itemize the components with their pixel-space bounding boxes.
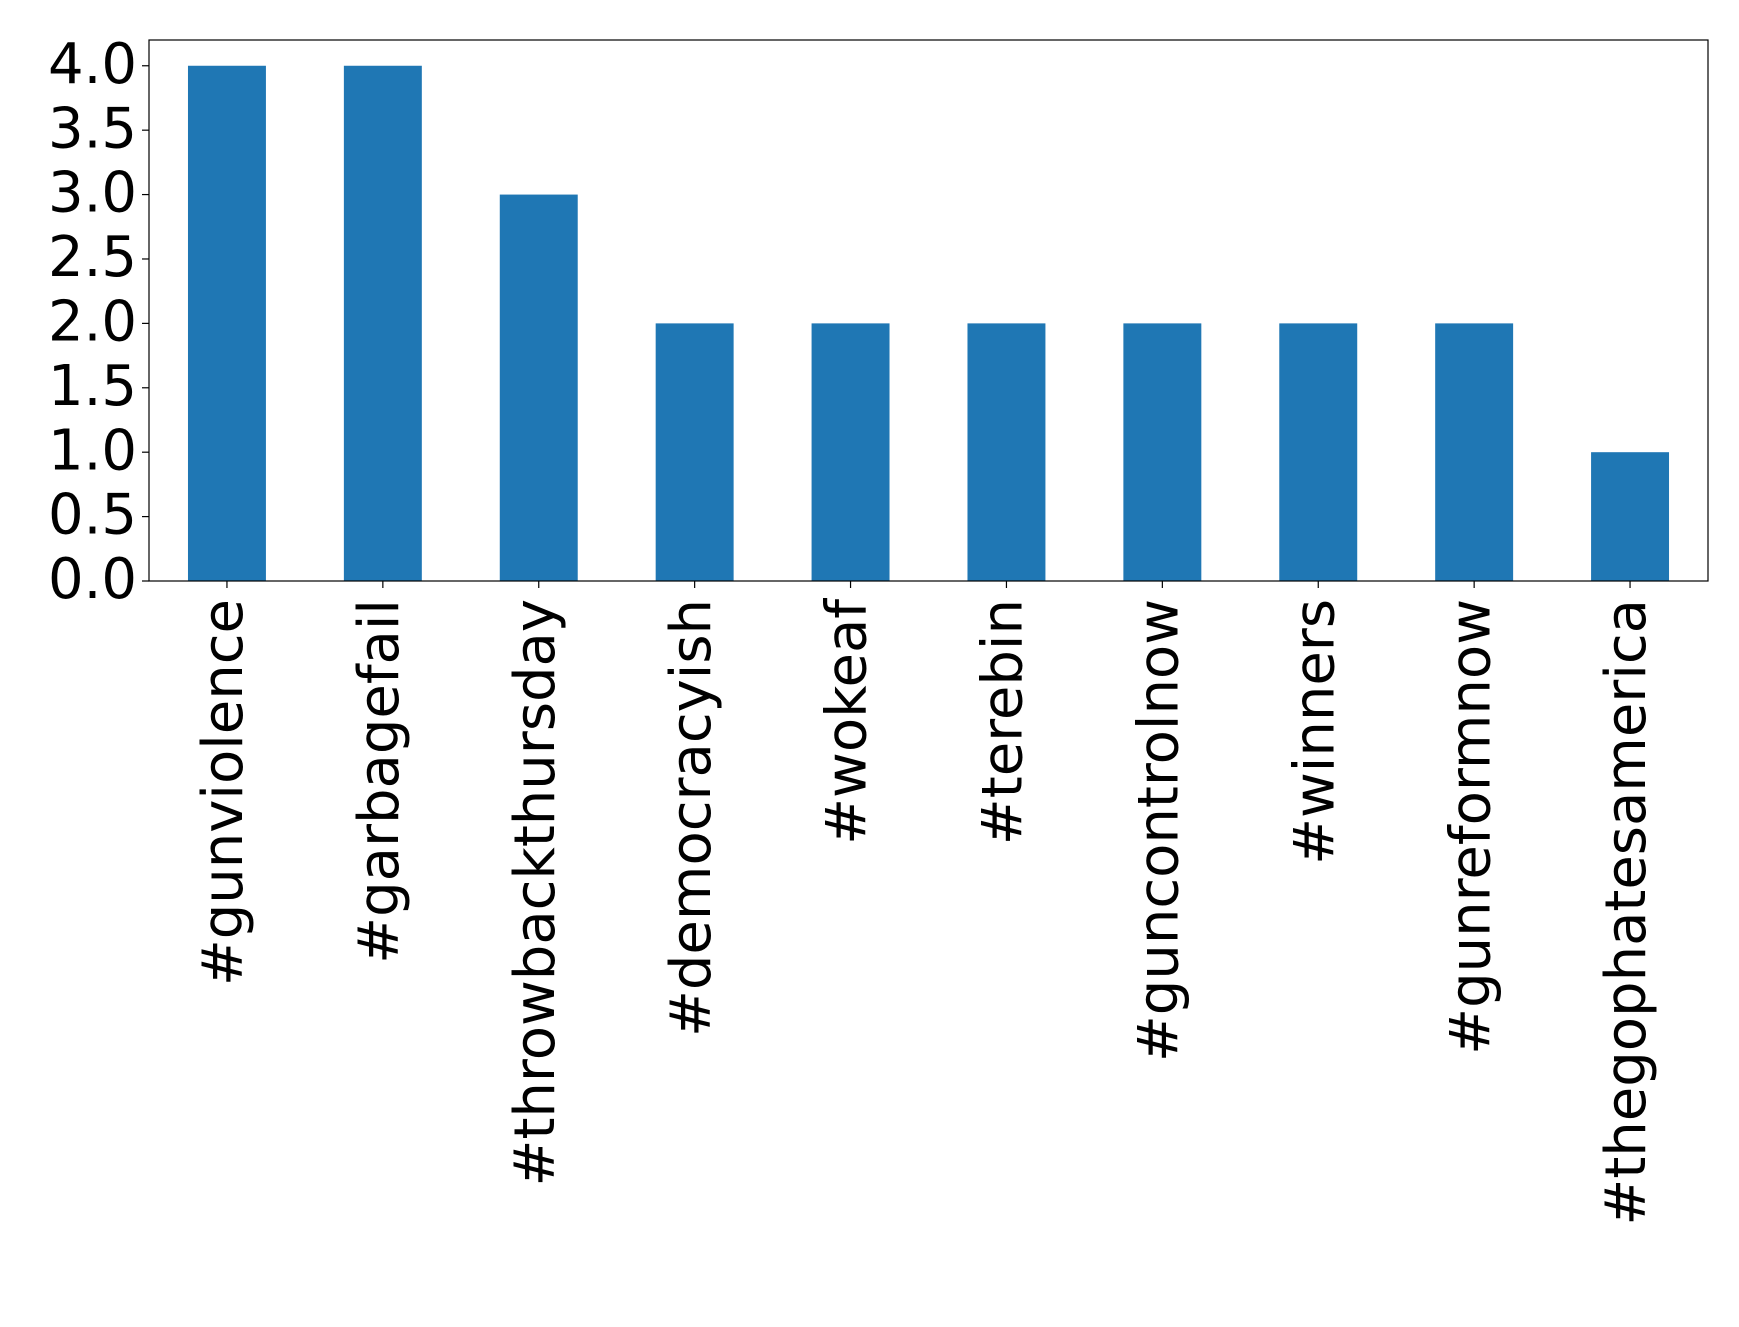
bar: [1123, 323, 1202, 581]
x-tick-label: #gunviolence: [191, 599, 256, 986]
x-tick-label: #thegophatesamerica: [1594, 599, 1659, 1226]
plot-frame: [148, 39, 1709, 582]
y-tick-label: 2.5: [48, 225, 137, 290]
x-tick-label: #terebin: [971, 599, 1036, 845]
y-tick-label: 4.0: [48, 32, 137, 97]
bar: [1435, 323, 1514, 581]
bar: [499, 194, 578, 582]
y-tick-label: 0.5: [48, 483, 137, 548]
bar: [187, 65, 266, 581]
x-tick-label: #wokeaf: [815, 598, 880, 845]
bar: [655, 323, 734, 581]
bar: [343, 65, 422, 581]
bar: [1591, 452, 1670, 581]
bar: [811, 323, 890, 581]
bar: [967, 323, 1046, 581]
y-tick-label: 0.0: [48, 547, 137, 612]
x-tick-label: #garbagefail: [347, 599, 412, 964]
y-tick-label: 1.0: [48, 418, 137, 483]
x-tick-label: #democracyish: [659, 599, 724, 1037]
y-tick-label: 2.0: [48, 290, 137, 355]
x-tick-label: #gunreformnow: [1438, 599, 1503, 1055]
y-tick-label: 1.5: [48, 354, 137, 419]
x-tick-label: #winners: [1282, 599, 1347, 865]
bar: [1279, 323, 1358, 581]
y-tick-label: 3.0: [48, 161, 137, 226]
y-tick-label: 3.5: [48, 96, 137, 161]
x-tick-label: #throwbackthursday: [503, 599, 568, 1186]
x-tick-label: #guncontrolnow: [1126, 599, 1191, 1062]
